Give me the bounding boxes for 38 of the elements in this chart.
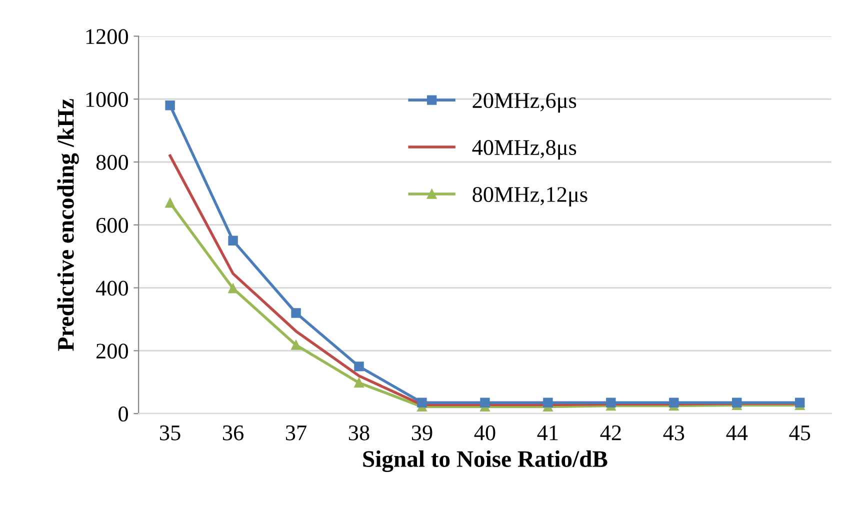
- point: [165, 100, 175, 110]
- point: [732, 398, 742, 408]
- y-tick-label: 800: [96, 154, 128, 170]
- point: [543, 398, 553, 408]
- point: [291, 308, 301, 318]
- x-tick-label: 39: [412, 425, 432, 440]
- x-tick-label: 42: [600, 425, 621, 440]
- y-tick-label: 600: [96, 218, 128, 233]
- point: [354, 362, 364, 372]
- y-tick-label: 400: [96, 280, 128, 296]
- point: [606, 398, 616, 408]
- legend-label: 20MHz,6μs: [472, 93, 576, 113]
- point: [228, 236, 238, 246]
- x-tick-label: 35: [160, 425, 180, 440]
- x-tick-label: 37: [286, 425, 306, 440]
- y-tick-label: 1000: [86, 92, 128, 108]
- x-tick-label: 45: [789, 426, 810, 440]
- x-tick-label: 36: [222, 425, 244, 440]
- x-tick-label: 38: [348, 425, 370, 440]
- point: [417, 398, 427, 408]
- y-axis-title: Predictive encoding /kHz: [57, 99, 79, 351]
- y-tick-label: 0: [118, 406, 128, 422]
- point: [228, 284, 238, 294]
- point: [795, 398, 805, 408]
- x-tick-label: 43: [663, 425, 684, 440]
- x-tick-label: 40: [474, 425, 496, 440]
- legend-label: 80MHz,12μs: [472, 187, 588, 207]
- legend-label: 40MHz,8μs: [472, 140, 576, 160]
- point: [165, 198, 175, 208]
- y-tick-label: 200: [96, 344, 128, 359]
- x-tick-label: 44: [726, 426, 748, 440]
- point: [354, 378, 364, 388]
- x-axis-title: Signal to Noise Ratio/dB: [363, 450, 608, 472]
- point: [480, 398, 490, 408]
- point: [291, 340, 301, 350]
- x-tick-label: 41: [537, 425, 558, 440]
- y-tick-label: 1200: [86, 29, 128, 44]
- point: [669, 398, 679, 408]
